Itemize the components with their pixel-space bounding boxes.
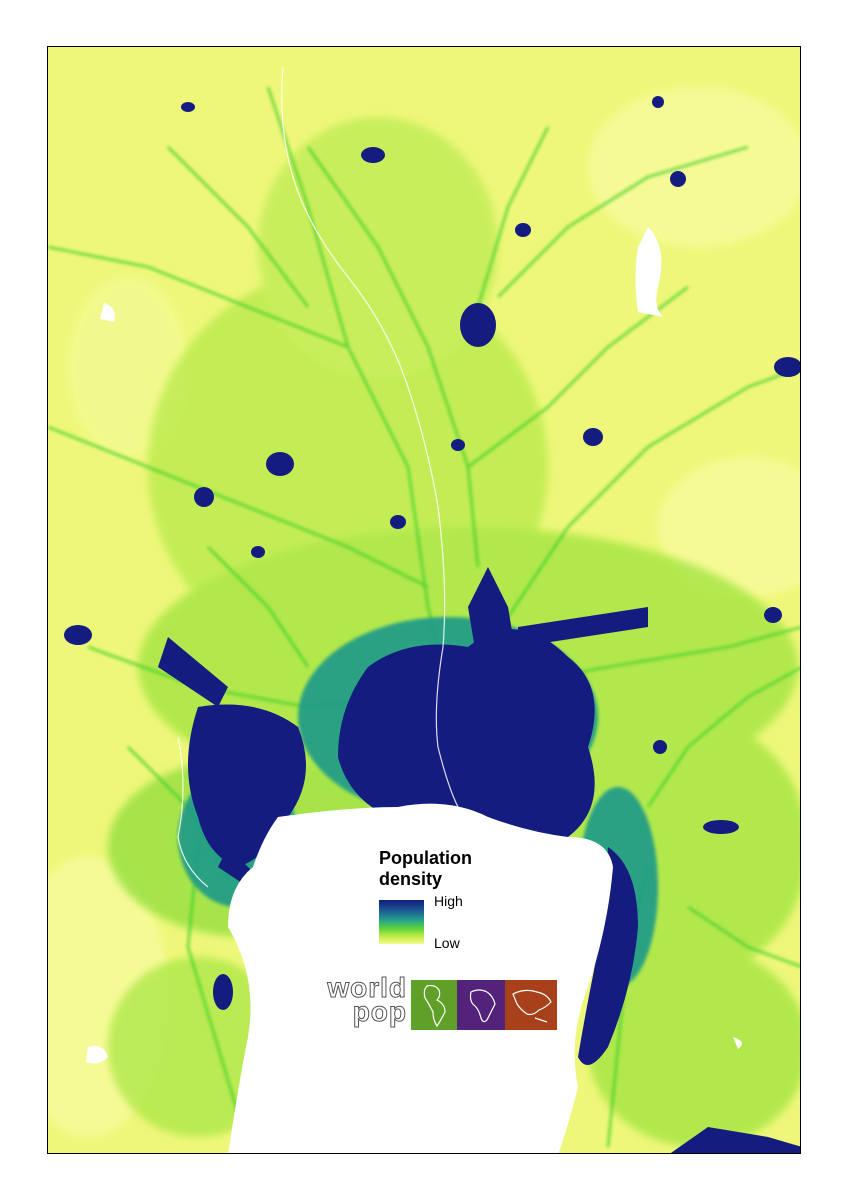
legend-title-line1: Population bbox=[379, 848, 472, 868]
dense-urban-areas bbox=[64, 96, 800, 1153]
legend-low-label: Low bbox=[434, 935, 460, 951]
map-canvas bbox=[48, 47, 800, 1153]
logo-text-pop: pop bbox=[352, 996, 407, 1027]
legend-title-line2: density bbox=[379, 869, 443, 889]
logo-wordmark: world pop bbox=[323, 972, 407, 1027]
legend-title: Population density bbox=[379, 848, 499, 890]
legend-color-ramp bbox=[379, 900, 424, 944]
population-density-map[interactable] bbox=[47, 46, 801, 1154]
asia-tile-icon bbox=[505, 980, 557, 1030]
logo-text-world: world bbox=[327, 972, 407, 1003]
water-bodies bbox=[86, 227, 742, 1153]
americas-tile-icon bbox=[411, 980, 463, 1030]
africa-tile-icon bbox=[457, 980, 509, 1030]
legend-high-label: High bbox=[434, 893, 463, 909]
map-legend: Population density High Low bbox=[379, 848, 499, 951]
worldpop-logo: world pop bbox=[323, 973, 563, 1030]
rivers bbox=[177, 66, 459, 888]
